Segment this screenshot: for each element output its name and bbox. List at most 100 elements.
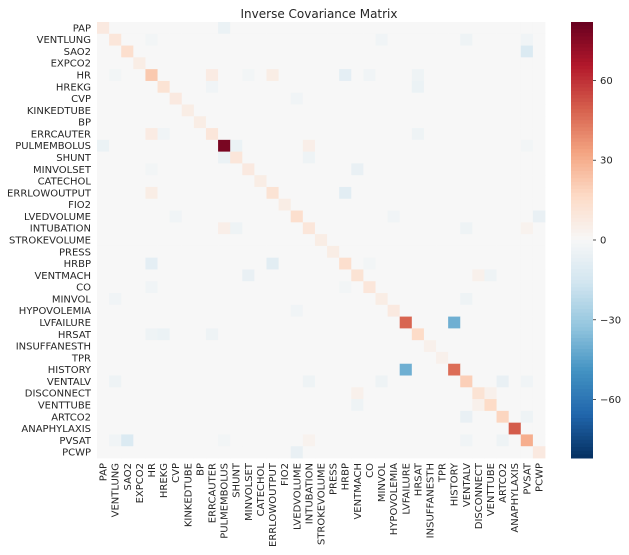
heatmap-cell-lvedvolume-hrsat [411,210,425,223]
heatmap-cell-bp-history [448,116,461,129]
heatmap-cell-press-shunt [230,245,243,259]
heatmap-cell-pulmembolus-hr [145,139,158,153]
heatmap-cell-hr-insuffanesth [423,69,437,82]
heatmap-cell-pap-lvfailure [399,22,413,35]
heatmap-cell-pcwp-ventmach [351,446,364,459]
x-tick-label: ANAPHYLAXIS [510,463,521,533]
heatmap-cell-hr-venttube [484,69,497,82]
heatmap-cell-ventalv-sao2 [121,375,134,388]
colorbar-segment [571,196,593,201]
heatmap-cell-history-minvolset [242,363,255,376]
heatmap-cell-kinkedtube-history [448,104,461,117]
heatmap-cell-cvp-pap [97,92,110,105]
heatmap-cell-anaphylaxis-disconnect [472,422,485,435]
heatmap-cell-pulmembolus-errlowoutput [266,139,280,153]
heatmap-cell-disconnect-history [448,387,461,400]
heatmap-cell-pvsat-pvsat [520,434,534,447]
heatmap-cell-pap-pap [97,22,110,35]
heatmap-cell-pcwp-hrsat [411,446,425,459]
x-tick-label: HYPOVOLEMIA [389,463,400,535]
heatmap-cell-hypovolemia-co [363,304,376,317]
heatmap-cell-lvfailure-pcwp [532,316,546,329]
heatmap-cell-errlowoutput-expco2 [133,186,146,200]
heatmap-cell-intubation-hrekg [157,222,171,235]
heatmap-cell-bp-cvp [169,116,183,129]
heatmap-cell-kinkedtube-venttube [484,104,497,117]
heatmap-cell-artco2-hr [145,410,158,424]
heatmap-cell-hypovolemia-expco2 [133,304,146,317]
heatmap-cell-pvsat-hypovolemia [387,434,401,447]
colorbar-segment [571,388,593,394]
y-tick-label: HREKG [56,82,91,93]
heatmap-cell-strokevolume-tpr [436,234,449,247]
heatmap-cell-tpr-minvolset [242,351,255,365]
heatmap-cell-ventlung-artco2 [496,33,510,46]
heatmap-cell-artco2-hrekg [157,410,171,424]
heatmap-cell-history-lvfailure [399,363,413,376]
heatmap-cell-insuffanesth-lvedvolume [290,340,304,353]
heatmap-cell-strokevolume-insuffanesth [423,234,437,247]
heatmap-cell-pulmembolus-strokevolume [314,139,328,153]
heatmap-cell-pcwp-errlowoutput [266,446,280,459]
heatmap-cell-cvp-pcwp [532,92,546,105]
heatmap-cell-disconnect-disconnect [472,387,485,400]
heatmap-cell-lvedvolume-minvolset [242,210,255,223]
heatmap-cell-lvfailure-insuffanesth [423,316,437,329]
heatmap-cell-hrekg-bp [193,80,207,94]
colorbar-tick-label: 60 [600,76,613,87]
heatmap-cell-anaphylaxis-press [327,422,340,435]
heatmap-cell-disconnect-bp [193,387,207,400]
heatmap-cell-press-fio2 [278,245,292,259]
heatmap-cell-hrekg-cvp [169,80,183,94]
heatmap-cell-hrbp-lvedvolume [290,257,304,270]
colorbar-segment [571,178,593,183]
heatmap-cell-pap-artco2 [496,22,510,35]
heatmap-cell-fio2-insuffanesth [423,198,437,211]
heatmap-cell-hr-expco2 [133,69,146,82]
y-tick-label: PRESS [59,247,91,258]
heatmap-cell-pcwp-sao2 [121,446,134,459]
heatmap-cell-strokevolume-lvedvolume [290,234,304,247]
heatmap-cell-co-lvedvolume [290,281,304,294]
heatmap-cell-fio2-disconnect [472,198,485,211]
heatmap-cell-catechol-hr [145,175,158,188]
colorbar-segment [571,338,593,343]
heatmap-cell-minvol-hr [145,293,158,306]
heatmap-cell-hrekg-intubation [302,80,316,94]
heatmap-cell-ventalv-strokevolume [314,375,328,388]
colorbar-segment [571,378,593,383]
x-tick-label: PRESS [329,463,340,495]
heatmap-cell-anaphylaxis-fio2 [278,422,292,435]
heatmap-cell-cvp-intubation [302,92,316,105]
heatmap-cell-ventmach-insuffanesth [423,269,437,282]
heatmap-cell-hrsat-cvp [169,328,183,341]
heatmap-cell-strokevolume-cvp [169,234,183,247]
heatmap-cell-bp-expco2 [133,116,146,129]
heatmap-cell-pvsat-sao2 [121,434,134,447]
heatmap-cell-press-expco2 [133,245,146,259]
heatmap-cell-errlowoutput-insuffanesth [423,186,437,200]
heatmap-cell-hrbp-minvolset [242,257,255,270]
heatmap-cell-artco2-strokevolume [314,410,328,424]
heatmap-cell-ventalv-kinkedtube [181,375,195,388]
heatmap-cell-bp-intubation [302,116,316,129]
heatmap-cell-expco2-fio2 [278,57,292,70]
heatmap-cell-press-hrbp [339,245,352,259]
heatmap-cell-kinkedtube-minvol [375,104,388,117]
heatmap-cell-pcwp-insuffanesth [423,446,437,459]
heatmap-cell-insuffanesth-shunt [230,340,243,353]
heatmap-cell-minvol-intubation [302,293,316,306]
heatmap-cell-ventmach-ventalv [460,269,473,282]
heatmap-cell-anaphylaxis-kinkedtube [181,422,195,435]
heatmap-cell-minvolset-errcauter [205,163,219,176]
heatmap-cell-hrsat-hrsat [411,328,425,341]
heatmap-cell-catechol-hrekg [157,175,171,188]
heatmap-cell-press-minvol [375,245,388,259]
heatmap-cell-hrbp-errcauter [205,257,219,270]
heatmap-cell-minvolset-artco2 [496,163,510,176]
heatmap-cell-hrbp-venttube [484,257,497,270]
heatmap-cell-expco2-sao2 [121,57,134,70]
heatmap-cell-pulmembolus-pcwp [532,139,546,153]
heatmap-cell-shunt-shunt [230,151,243,164]
heatmap-cell-press-errlowoutput [266,245,280,259]
